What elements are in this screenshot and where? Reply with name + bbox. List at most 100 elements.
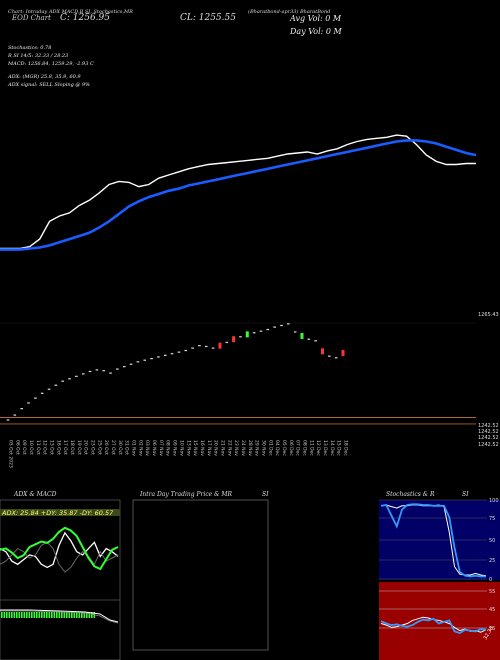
macd-histogram-bar [63, 612, 66, 618]
macd-histogram-bar [38, 612, 41, 618]
stochastics-line [380, 503, 486, 578]
macd-histogram-bar [51, 612, 53, 618]
price-dot [293, 331, 297, 333]
macd-histogram-bar [16, 612, 18, 618]
adx-line [0, 526, 119, 571]
macd-histogram-bar [26, 612, 28, 618]
macd-histogram-bar [78, 612, 81, 618]
macd-histogram-bar [81, 612, 83, 618]
date-tick-label: 21 Nov [219, 440, 225, 456]
price-dot [307, 338, 311, 340]
macd-stat: MACD: 1256.84, 1259.29, -2.93 C [8, 61, 94, 67]
candle-marker [232, 336, 236, 343]
macd-histogram-bar [28, 612, 31, 618]
price-dot [116, 368, 119, 370]
price-dot [81, 373, 85, 375]
date-tick-label: 11 Oct [35, 440, 41, 455]
macd-histogram-bar [21, 612, 23, 618]
price-axis-label: 1242.52 [478, 435, 499, 441]
date-tick-label: 05 Oct 2023 [8, 440, 14, 468]
macd-histogram-bar [88, 612, 91, 618]
price-dot [88, 370, 92, 373]
adx-signal-stat: ADX signal: SELL Sloping @ 9% [8, 82, 90, 88]
date-tick-label: 13 Nov [185, 440, 191, 456]
date-tick-label: 18 Dec [343, 440, 349, 456]
macd-histogram-bar [11, 612, 13, 618]
date-tick-label: 17 Oct [62, 440, 68, 455]
price-dot [204, 345, 208, 348]
date-tick-label: 02 Nov [137, 440, 143, 456]
date-tick-label: 23 Nov [233, 440, 239, 456]
candle-marker [300, 332, 304, 339]
date-tick-label: 12 Oct [42, 440, 48, 455]
date-tick-label: 13 Oct [49, 440, 55, 455]
price-dot [68, 378, 71, 380]
macd-histogram-bar [6, 612, 8, 618]
date-tick-label: 20 Oct [83, 440, 89, 455]
adx-panel-frame [0, 499, 121, 660]
date-tick-label: 19 Oct [76, 440, 82, 455]
adx-panel-title: ADX & MACD [14, 491, 57, 498]
stoch-tick-label: 100 [489, 498, 499, 504]
macd-histogram-bar [8, 612, 11, 618]
price-dot [102, 370, 106, 372]
price-dot [328, 355, 331, 357]
price-dot [20, 408, 23, 410]
date-tick-label: 22 Nov [226, 440, 232, 456]
stoch-panel-title: Stochastics & R [386, 491, 435, 498]
eod-tagline: EOD Chart [12, 14, 51, 22]
macd-histogram-bar [86, 612, 88, 618]
price-dot [225, 341, 229, 344]
si-line [380, 617, 487, 634]
macd-histogram-bar [13, 612, 16, 618]
price-dot [259, 330, 263, 332]
macd-histogram-bar [68, 612, 71, 618]
date-tick-label: 01 Dec [267, 440, 273, 456]
chart-source-label: Chart: Intraday ADX MACD,B SI, Stochasti… [8, 9, 133, 15]
date-tick-label: 27 Oct [110, 440, 116, 455]
date-tick-label: 30 Nov [261, 440, 267, 456]
price-dot [184, 349, 188, 352]
plus-dy-line [0, 531, 119, 569]
si-stat: R SI 14/5: 32.33 / 28.23 [8, 53, 69, 59]
price-dot [177, 351, 181, 353]
date-tick-label: 04 Dec [274, 440, 280, 456]
candle-marker [245, 331, 249, 338]
macd-histogram-bar [83, 612, 86, 618]
date-tick-label: 05 Dec [281, 440, 287, 456]
price-dot [334, 357, 338, 359]
macd-histogram-bar [43, 612, 46, 618]
macd-histogram-bar [46, 612, 48, 618]
price-line-chart [0, 134, 477, 251]
price-axis-label: 1242.52 [478, 442, 499, 448]
macd-histogram-bar [71, 612, 73, 618]
price-dot [252, 332, 256, 334]
macd-histogram-bar [3, 612, 6, 618]
date-tick-label: 10 Oct [28, 440, 34, 455]
date-tick-label: 06 Nov [151, 440, 157, 456]
stochastics-stat: Stochastics: 0.78 [8, 45, 52, 51]
price-dot [273, 326, 276, 328]
date-tick-label: 07 Dec [295, 440, 301, 456]
date-tick-label: 01 Nov [131, 440, 137, 456]
date-tick-label: 26 Oct [103, 440, 109, 455]
si-tick-label: 25 [489, 626, 495, 632]
price-dot [143, 359, 147, 361]
macd-histogram-bar [56, 612, 58, 618]
macd-histogram-bar [41, 612, 43, 618]
date-tick-label: 09 Nov [172, 440, 178, 456]
price-dot [239, 336, 242, 338]
macd-histogram-bar [1, 612, 3, 618]
date-tick-label: 15 Nov [192, 440, 198, 456]
price-dot [157, 356, 160, 358]
date-tick-label: 28 Nov [247, 440, 253, 456]
close-price-label: C: 1256.95 [60, 13, 110, 23]
date-tick-label: 15 Dec [336, 440, 342, 456]
si-tick-label: 55 [489, 589, 495, 595]
date-tick-label: 16 Oct [55, 440, 61, 455]
macd-histogram-bar [53, 612, 56, 618]
price-axis-label: 1265.43 [478, 312, 499, 318]
symbol-label: (Bharatbond-apr33) BharatBond [248, 9, 331, 15]
